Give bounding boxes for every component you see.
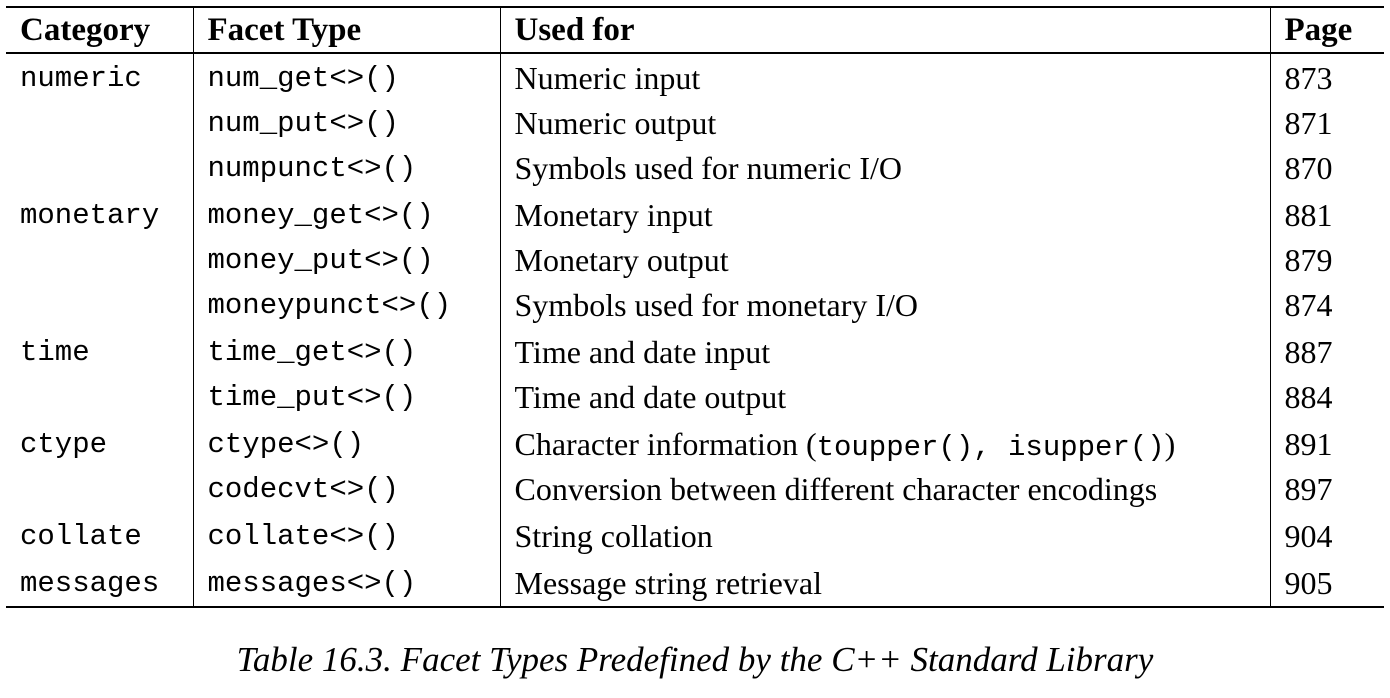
table-row: codecvt<>() Conversion between different…	[6, 467, 1384, 512]
table-row: numeric num_get<>() Numeric input 873	[6, 53, 1384, 101]
cell-used-for: String collation	[499, 512, 1270, 559]
table-body: numeric num_get<>() Numeric input 873 nu…	[6, 53, 1384, 607]
cell-category: ctype	[20, 428, 108, 461]
cell-page: 879	[1269, 238, 1384, 283]
used-for-code: toupper(), isupper()	[816, 430, 1165, 464]
cell-used-for: Numeric input	[499, 53, 1270, 101]
cell-page: 873	[1269, 53, 1384, 101]
table-row: time_put<>() Time and date output 884	[6, 375, 1384, 420]
cell-used-for: Symbols used for numeric I/O	[499, 146, 1270, 191]
table-caption: Table 16.3. Facet Types Predefined by th…	[236, 640, 1154, 679]
cell-facet-type: num_put<>()	[192, 101, 500, 146]
cell-page: 874	[1269, 283, 1384, 328]
cell-facet-type: ctype<>()	[192, 420, 500, 467]
cell-facet-type: money_put<>()	[192, 238, 500, 283]
cell-page: 897	[1269, 467, 1384, 512]
header-used-for: Used for	[499, 7, 1270, 53]
cell-used-for: Message string retrieval	[499, 559, 1270, 607]
cell-used-for: Monetary output	[499, 238, 1270, 283]
table-row: money_put<>() Monetary output 879	[6, 238, 1384, 283]
cell-facet-type: num_get<>()	[192, 53, 500, 101]
facet-types-table: Category Facet Type Used for Page numeri…	[6, 6, 1384, 608]
used-for-suffix: )	[1164, 425, 1176, 462]
header-row: Category Facet Type Used for Page	[6, 7, 1384, 53]
used-for-prefix: Character information (	[514, 425, 817, 462]
cell-facet-type: numpunct<>()	[192, 146, 500, 191]
cell-category	[6, 283, 193, 328]
cell-facet-type: money_get<>()	[192, 191, 500, 238]
cell-page: 891	[1269, 420, 1384, 467]
cell-category: messages	[20, 567, 160, 600]
table-header: Category Facet Type Used for Page	[6, 7, 1384, 53]
cell-used-for: Monetary input	[499, 191, 1270, 238]
cell-facet-type: moneypunct<>()	[192, 283, 500, 328]
header-facet-type: Facet Type	[192, 7, 500, 53]
cell-used-for: Time and date output	[499, 375, 1270, 420]
cell-used-for: Conversion between different character e…	[499, 467, 1270, 512]
cell-facet-type: time_put<>()	[192, 375, 500, 420]
cell-facet-type: messages<>()	[192, 559, 500, 607]
table-row: numpunct<>() Symbols used for numeric I/…	[6, 146, 1384, 191]
table-row: time time_get<>() Time and date input 88…	[6, 328, 1384, 375]
cell-page: 881	[1269, 191, 1384, 238]
cell-category	[6, 146, 193, 191]
cell-category: time	[20, 336, 90, 369]
facet-types-table-container: Category Facet Type Used for Page numeri…	[6, 6, 1384, 608]
cell-page: 871	[1269, 101, 1384, 146]
table-row: num_put<>() Numeric output 871	[6, 101, 1384, 146]
cell-used-for: Character information (toupper(), isuppe…	[499, 420, 1270, 467]
cell-category: monetary	[20, 199, 160, 232]
table-row: messages messages<>() Message string ret…	[6, 559, 1384, 607]
cell-page: 884	[1269, 375, 1384, 420]
cell-used-for: Numeric output	[499, 101, 1270, 146]
header-category: Category	[20, 11, 151, 48]
cell-category	[6, 467, 193, 512]
cell-category	[6, 375, 193, 420]
cell-used-for: Time and date input	[499, 328, 1270, 375]
cell-facet-type: time_get<>()	[192, 328, 500, 375]
cell-category: collate	[20, 520, 142, 553]
cell-facet-type: collate<>()	[192, 512, 500, 559]
cell-page: 904	[1269, 512, 1384, 559]
cell-page: 887	[1269, 328, 1384, 375]
cell-category	[6, 101, 193, 146]
table-row: monetary money_get<>() Monetary input 88…	[6, 191, 1384, 238]
cell-page: 905	[1269, 559, 1384, 607]
table-row: moneypunct<>() Symbols used for monetary…	[6, 283, 1384, 328]
cell-category: numeric	[20, 62, 142, 95]
table-row: collate collate<>() String collation 904	[6, 512, 1384, 559]
cell-facet-type: codecvt<>()	[192, 467, 500, 512]
header-page: Page	[1269, 7, 1384, 53]
cell-used-for: Symbols used for monetary I/O	[499, 283, 1270, 328]
cell-page: 870	[1269, 146, 1384, 191]
table-row: ctype ctype<>() Character information (t…	[6, 420, 1384, 467]
cell-category	[6, 238, 193, 283]
